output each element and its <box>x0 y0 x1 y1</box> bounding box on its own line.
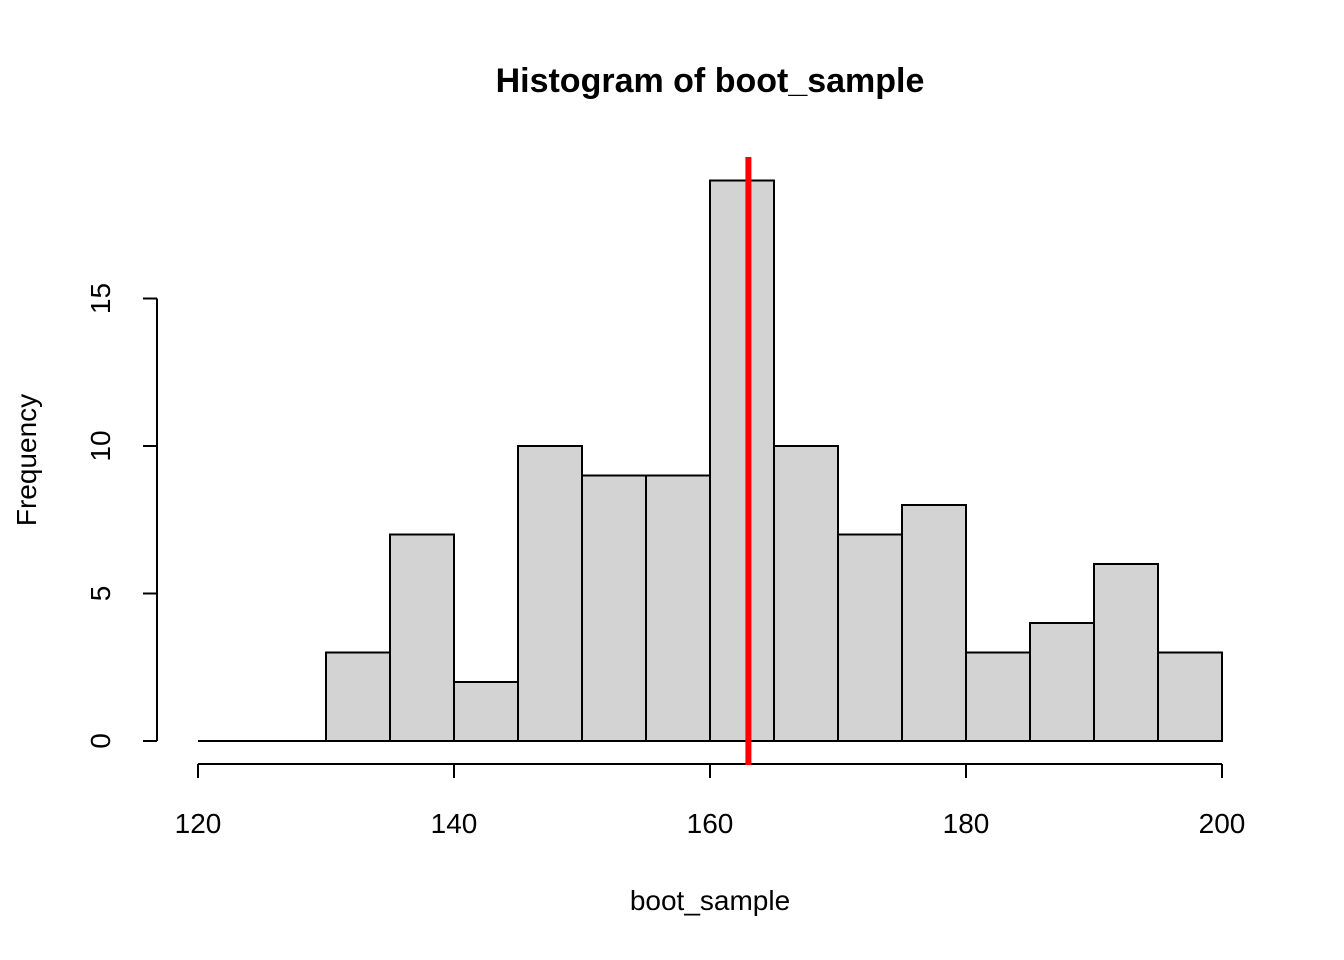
x-tick-label-3: 180 <box>943 808 990 839</box>
y-axis: 0 5 10 15 <box>85 283 158 749</box>
y-tick-label-0: 0 <box>85 733 116 749</box>
x-axis-label: boot_sample <box>630 885 790 916</box>
histogram-bar-9 <box>773 445 839 742</box>
x-tick-label-4: 200 <box>1199 808 1246 839</box>
y-tick-label-2: 10 <box>85 430 116 461</box>
histogram-bar-10 <box>837 533 903 742</box>
histogram-bar-3 <box>389 533 455 742</box>
histogram-bar-6 <box>581 474 647 742</box>
histogram-bar-8 <box>709 179 775 742</box>
histogram-bar-15 <box>1157 651 1223 742</box>
x-tick-label-2: 160 <box>687 808 734 839</box>
y-tick-label-1: 5 <box>85 586 116 602</box>
bars-group <box>198 179 1223 742</box>
histogram-bar-2 <box>325 651 391 742</box>
histogram-bar-11 <box>901 504 967 742</box>
y-axis-label: Frequency <box>11 394 42 526</box>
histogram-bar-14 <box>1093 563 1159 742</box>
histogram-bar-13 <box>1029 622 1095 742</box>
histogram-bar-12 <box>965 651 1031 742</box>
x-tick-label-0: 120 <box>175 808 222 839</box>
x-axis: 120 140 160 180 200 <box>175 763 1246 839</box>
histogram-bar-5 <box>517 445 583 742</box>
histogram-bar-7 <box>645 474 711 742</box>
histogram-bar-4 <box>453 681 519 742</box>
x-tick-label-1: 140 <box>431 808 478 839</box>
chart-title: Histogram of boot_sample <box>496 62 925 100</box>
y-tick-label-3: 15 <box>85 283 116 314</box>
